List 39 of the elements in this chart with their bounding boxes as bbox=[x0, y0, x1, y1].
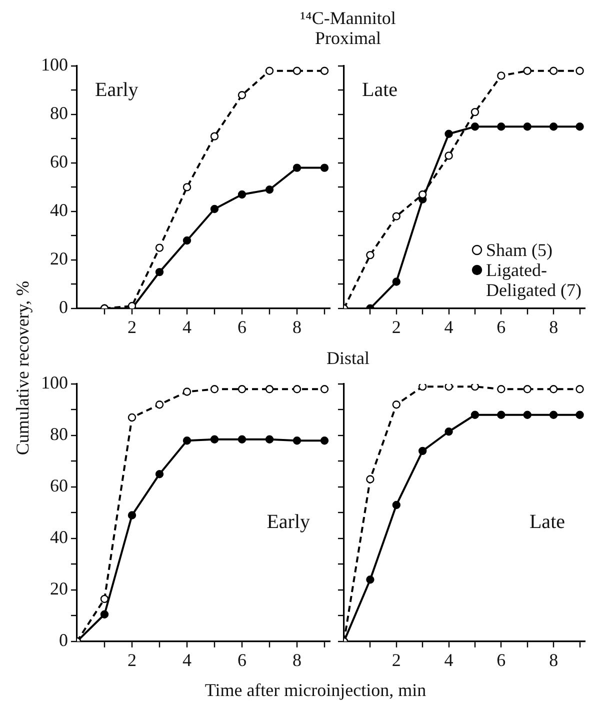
y-tick-label: 0 bbox=[59, 297, 68, 318]
x-tick-label: 4 bbox=[444, 316, 454, 337]
y-tick-label: 80 bbox=[50, 103, 68, 124]
y-tick-label: 60 bbox=[50, 476, 68, 496]
y-tick-label: 0 bbox=[59, 630, 68, 650]
x-tick-label: 6 bbox=[496, 650, 506, 670]
text: Late bbox=[362, 79, 398, 101]
y-tick-label: 100 bbox=[41, 372, 68, 393]
x-tick-label: 8 bbox=[549, 650, 558, 670]
legend-label: Ligated-Deligated (7) bbox=[486, 260, 582, 300]
text: Proximal bbox=[314, 28, 382, 48]
y-tick-label: 60 bbox=[50, 152, 68, 172]
x-tick-label: 8 bbox=[292, 316, 302, 337]
text: Late bbox=[529, 511, 566, 534]
text: Early bbox=[266, 511, 310, 534]
y-tick-label: 40 bbox=[50, 527, 68, 548]
x-tick-label: 2 bbox=[128, 316, 136, 337]
x-tick-label: 8 bbox=[292, 650, 302, 670]
x-tick-label: 6 bbox=[238, 316, 246, 337]
text: Early bbox=[95, 79, 138, 101]
x-tick-label: 6 bbox=[496, 316, 506, 337]
x-axis-title: Time after microinjection, min bbox=[204, 680, 428, 701]
x-tick-label: 4 bbox=[182, 316, 192, 337]
y-tick-label: 80 bbox=[50, 424, 68, 444]
y-tick-label: 20 bbox=[50, 248, 68, 269]
x-tick-label: 4 bbox=[444, 650, 454, 670]
legend-label: Sham (5) bbox=[486, 240, 552, 260]
text: ¹⁴C-Mannitol bbox=[299, 8, 397, 28]
y-tick-label: 20 bbox=[50, 578, 68, 599]
x-tick-label: 6 bbox=[238, 650, 246, 670]
y-axis-title: Cumulative recovery, % bbox=[12, 280, 34, 456]
y-tick-label: 40 bbox=[50, 200, 68, 220]
x-tick-label: 2 bbox=[392, 650, 401, 670]
x-tick-label: 2 bbox=[392, 316, 401, 337]
x-tick-label: 2 bbox=[128, 650, 136, 670]
text: Distal bbox=[326, 348, 370, 368]
x-tick-label: 4 bbox=[182, 650, 192, 670]
y-tick-label: 100 bbox=[41, 54, 68, 75]
x-tick-label: 8 bbox=[549, 316, 558, 337]
